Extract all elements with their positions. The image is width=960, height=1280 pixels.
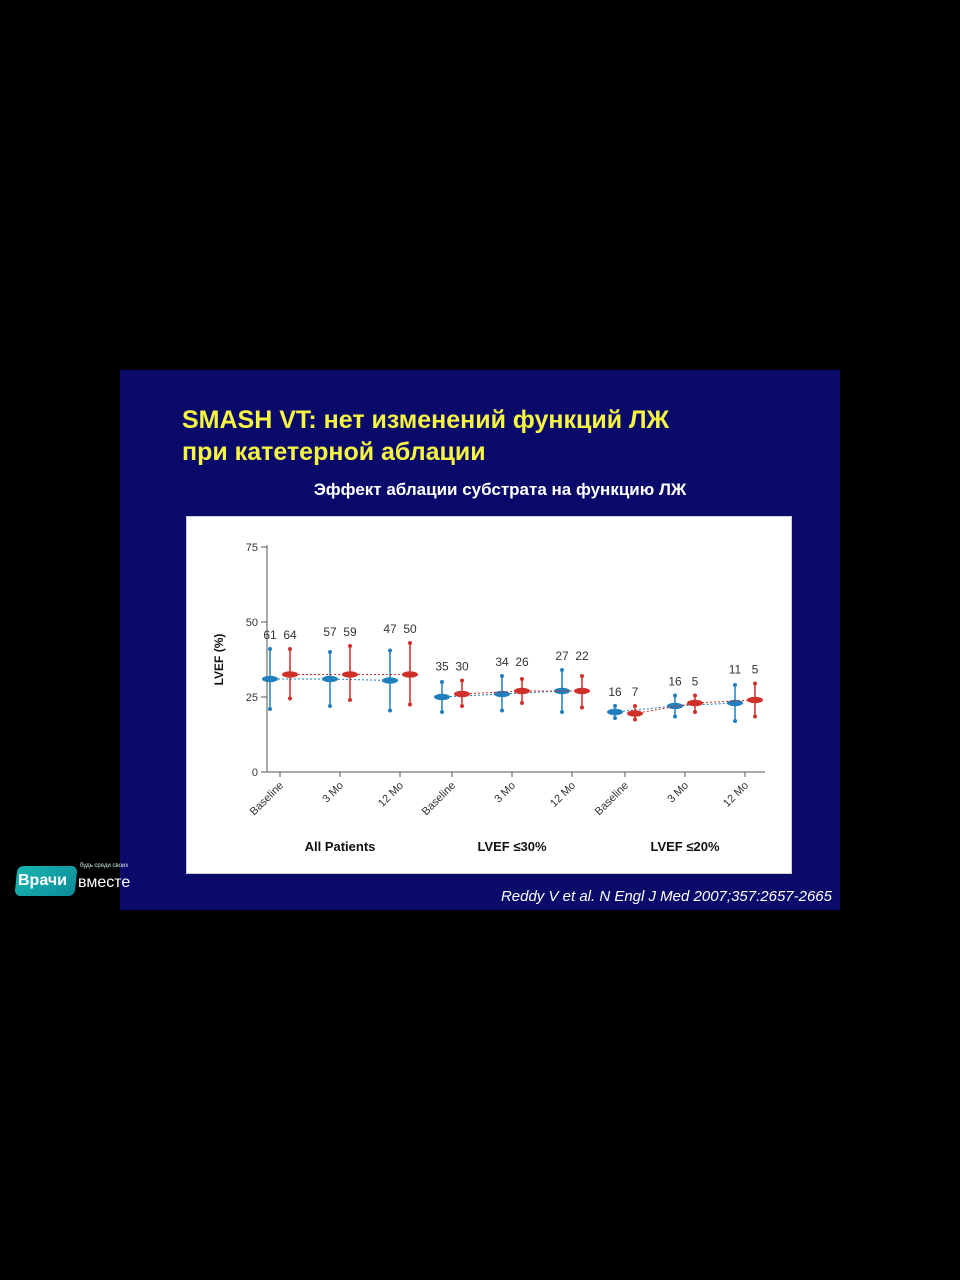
- error-bar-cap-bottom: [580, 705, 584, 710]
- mean-marker: [322, 675, 338, 683]
- error-bar-cap-bottom: [440, 710, 444, 714]
- y-axis-label: LVEF (%): [212, 634, 226, 686]
- x-tick-label: 3 Mo: [665, 780, 691, 806]
- logo: Врачи будь среди своих вместе: [14, 862, 154, 902]
- error-bar-cap-bottom: [613, 716, 617, 720]
- x-tick-label: 12 Mo: [721, 780, 751, 810]
- mean-marker: [382, 677, 398, 684]
- error-bar-cap-top: [440, 680, 444, 684]
- error-bar-cap-bottom: [388, 708, 392, 713]
- n-label: 64: [283, 628, 297, 642]
- group-label: All Patients: [305, 839, 376, 854]
- n-label: 57: [323, 625, 337, 639]
- x-tick-label: 3 Mo: [492, 780, 518, 806]
- n-label: 5: [752, 663, 759, 677]
- error-bar-cap-bottom: [348, 698, 352, 702]
- mean-marker: [687, 699, 703, 707]
- n-label: 22: [575, 649, 589, 663]
- error-bar-cap-top: [408, 641, 412, 645]
- error-bar-cap-bottom: [520, 701, 524, 705]
- y-tick-label: 25: [246, 692, 258, 704]
- error-bar-cap-top: [613, 704, 617, 708]
- n-label: 34: [495, 655, 509, 669]
- error-bar-cap-bottom: [408, 702, 412, 707]
- mean-marker: [627, 710, 643, 717]
- x-tick-label: 12 Mo: [548, 780, 578, 810]
- n-label: 11: [729, 663, 742, 677]
- error-bar-cap-top: [753, 681, 757, 686]
- mean-marker: [454, 690, 470, 698]
- y-tick-label: 75: [246, 542, 258, 554]
- n-label: 47: [383, 622, 397, 636]
- chart-subtitle: Эффект аблации субстрата на функцию ЛЖ: [313, 480, 687, 499]
- error-bar-cap-top: [348, 644, 352, 648]
- error-bar-cap-top: [580, 674, 584, 678]
- error-bar-cap-bottom: [500, 708, 504, 713]
- logo-tagline: будь среди своих: [80, 863, 129, 869]
- error-bar-cap-bottom: [733, 719, 737, 723]
- error-bar-cap-top: [288, 647, 292, 651]
- n-label: 16: [668, 675, 682, 689]
- mean-marker: [342, 671, 358, 678]
- mean-marker: [574, 687, 590, 695]
- n-label: 30: [455, 660, 469, 674]
- error-bar-cap-bottom: [328, 704, 332, 708]
- slide: SMASH VT: нет изменений функций ЛЖ при к…: [120, 370, 840, 910]
- mean-marker: [282, 671, 298, 678]
- n-label: 59: [343, 625, 357, 639]
- n-label: 16: [608, 685, 622, 699]
- slide-title: SMASH VT: нет изменений функций ЛЖ при к…: [182, 404, 802, 468]
- error-bar-cap-bottom: [560, 710, 564, 714]
- mean-marker: [402, 671, 418, 678]
- mean-marker: [262, 675, 278, 683]
- error-bar-cap-top: [693, 693, 697, 698]
- error-bar-cap-top: [633, 704, 637, 708]
- n-label: 61: [263, 628, 277, 642]
- error-bar-cap-bottom: [673, 714, 677, 719]
- mean-marker: [514, 687, 530, 695]
- chart-panel: 0 25 50 75 LVEF (%) Baseline 3 Mo 12 Mo All Pati…: [186, 516, 792, 874]
- n-label: 7: [632, 685, 639, 699]
- logo-text-vrachi: Врачи: [18, 872, 67, 889]
- n-label: 5: [692, 675, 699, 689]
- slide-title-line2: при катетерной аблации: [182, 438, 486, 466]
- n-label: 50: [403, 622, 417, 636]
- n-label: 27: [555, 649, 569, 663]
- x-tick-label: 12 Mo: [376, 780, 406, 810]
- error-bar-cap-top: [388, 648, 392, 653]
- error-bar-cap-bottom: [460, 704, 464, 708]
- error-bar-cap-bottom: [268, 707, 272, 711]
- error-bar-cap-top: [460, 678, 464, 683]
- slide-title-line1: SMASH VT: нет изменений функций ЛЖ: [182, 406, 670, 434]
- group-label: LVEF ≤30%: [477, 839, 546, 854]
- error-bar-cap-bottom: [753, 714, 757, 719]
- x-tick-label: Baseline: [248, 780, 286, 818]
- error-bar-cap-top: [673, 693, 677, 698]
- x-tick-label: 3 Mo: [320, 780, 346, 806]
- mean-marker: [607, 708, 623, 716]
- error-bar-cap-bottom: [633, 717, 637, 722]
- error-bar-cap-top: [500, 674, 504, 678]
- error-bar-cap-top: [328, 650, 332, 654]
- y-tick-label: 0: [252, 767, 258, 779]
- logo-text-vmeste: вместе: [78, 874, 131, 891]
- error-bar-cap-top: [520, 677, 524, 681]
- y-tick-label: 50: [246, 617, 258, 629]
- error-bar-cap-top: [733, 683, 737, 687]
- mean-marker: [747, 696, 763, 704]
- error-bar-cap-bottom: [288, 696, 292, 701]
- x-tick-label: Baseline: [420, 780, 458, 818]
- group-label: LVEF ≤20%: [650, 839, 719, 854]
- error-bar-cap-top: [560, 668, 564, 672]
- x-tick-label: Baseline: [593, 780, 631, 818]
- n-label: 26: [515, 655, 529, 669]
- error-bar-cap-bottom: [693, 710, 697, 714]
- error-bar-cap-top: [268, 647, 272, 651]
- mean-marker: [434, 693, 450, 701]
- citation: Reddy V et al. N Engl J Med 2007;357:265…: [500, 888, 832, 905]
- n-label: 35: [435, 660, 449, 674]
